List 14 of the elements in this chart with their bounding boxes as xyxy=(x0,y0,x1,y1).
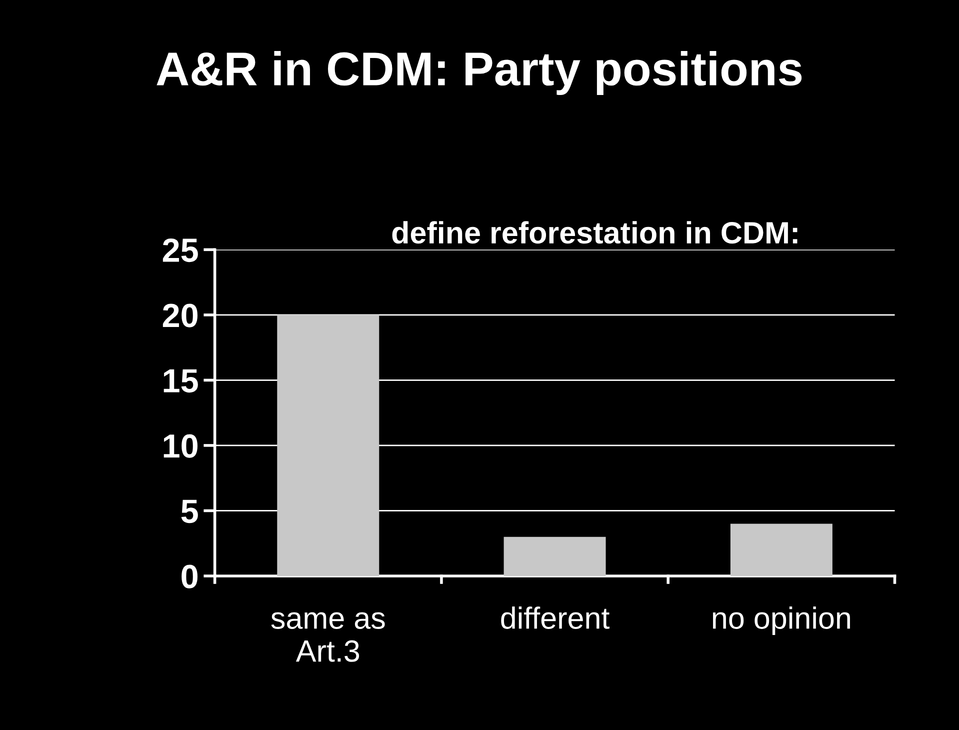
x-tick-label: different xyxy=(501,606,610,629)
y-tick-label: 10 xyxy=(164,434,198,458)
y-tick-label: 5 xyxy=(181,500,198,524)
y-tick-label: 25 xyxy=(162,238,198,262)
bar xyxy=(504,536,606,576)
y-tick-label: 0 xyxy=(182,564,198,588)
x-tick-label: same as Art.3 xyxy=(271,612,385,662)
chart-title: A&R in CDM: Party positions xyxy=(156,50,802,96)
chart-subtitle: define reforestation in CDM: xyxy=(392,221,798,244)
x-tick-label: no opinion xyxy=(712,606,850,636)
y-tick-label: 15 xyxy=(164,369,198,393)
bar xyxy=(730,524,832,576)
y-tick-label: 20 xyxy=(162,304,198,328)
bar xyxy=(277,314,380,576)
